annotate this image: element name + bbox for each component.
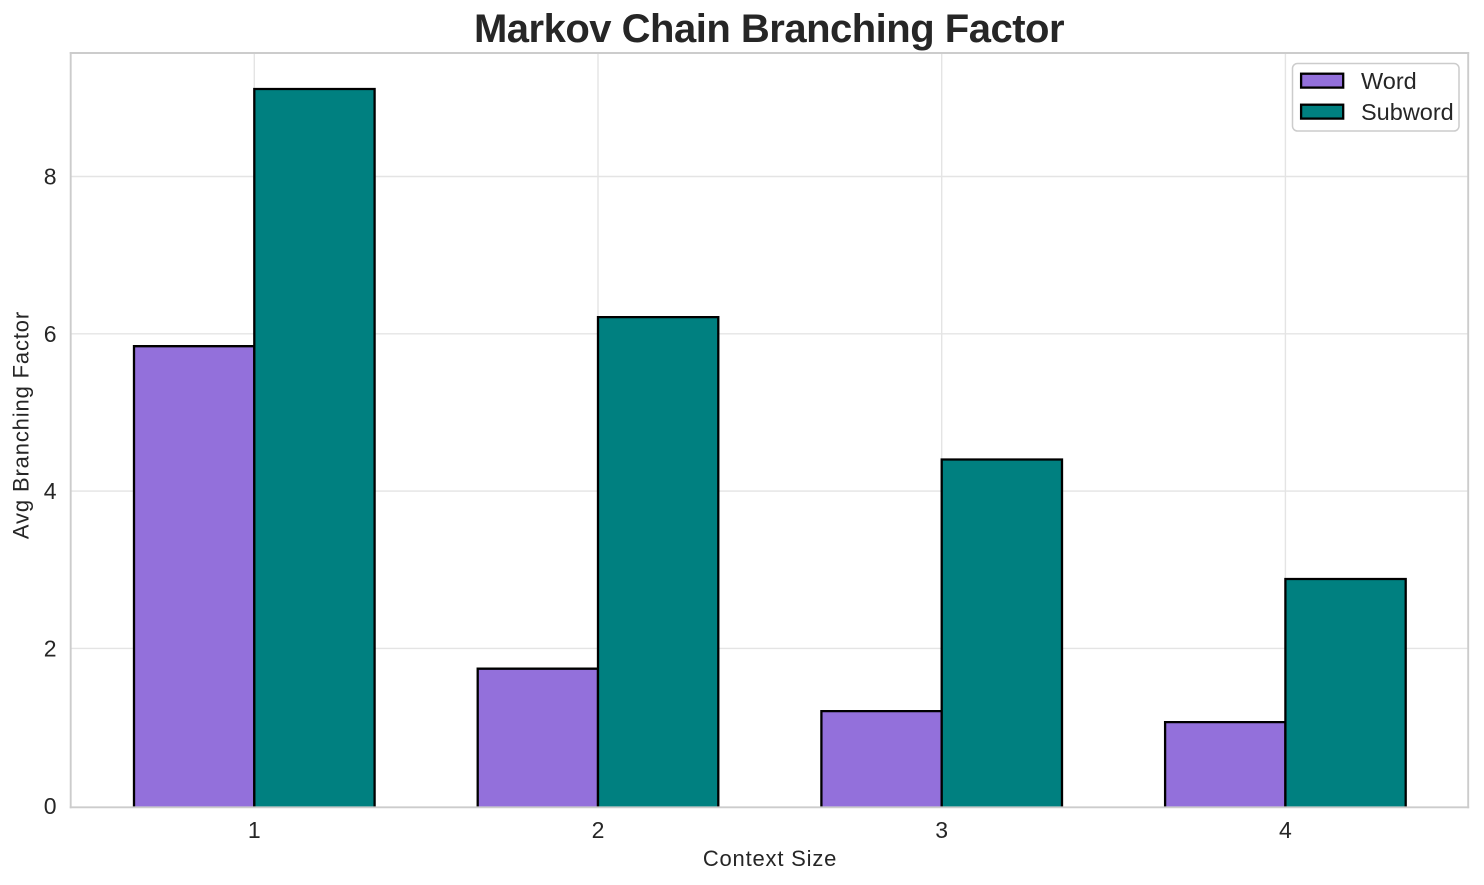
svg-text:Subword: Subword	[1361, 99, 1454, 125]
svg-text:3: 3	[935, 817, 948, 843]
svg-text:4: 4	[44, 478, 57, 504]
svg-text:Markov Chain Branching Factor: Markov Chain Branching Factor	[474, 7, 1064, 51]
svg-text:2: 2	[592, 817, 605, 843]
svg-text:0: 0	[44, 793, 57, 819]
svg-text:Avg Branching Factor: Avg Branching Factor	[9, 311, 34, 539]
svg-text:Word: Word	[1361, 68, 1417, 94]
svg-text:Context Size: Context Size	[703, 846, 837, 871]
svg-text:6: 6	[44, 321, 57, 347]
svg-text:4: 4	[1279, 817, 1292, 843]
svg-text:2: 2	[44, 635, 57, 661]
svg-text:8: 8	[44, 164, 57, 190]
svg-text:1: 1	[248, 817, 261, 843]
